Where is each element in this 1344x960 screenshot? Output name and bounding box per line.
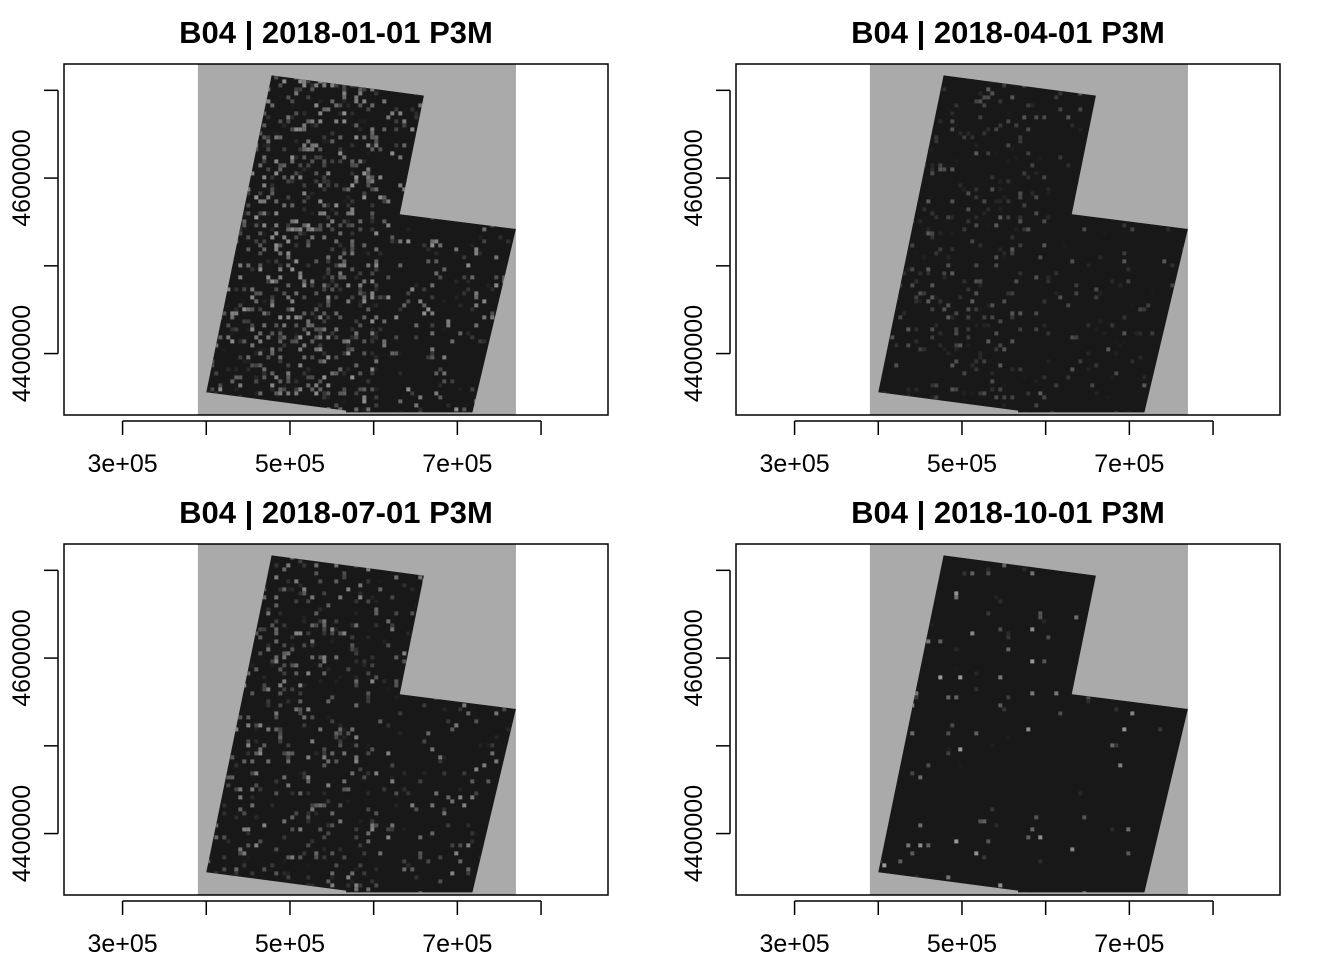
plot-frame (63, 543, 609, 896)
y-tick-label: 4400000 (8, 305, 36, 402)
plot-frame (63, 63, 609, 416)
scene-footprint-east (1018, 208, 1188, 413)
x-tick-label: 7e+05 (1094, 450, 1164, 478)
panel-title: B04 | 2018-01-01 P3M (179, 15, 493, 50)
scene-footprint-east (346, 208, 516, 413)
x-tick-label: 7e+05 (422, 930, 492, 958)
x-tick-label: 5e+05 (927, 450, 997, 478)
x-tick-label: 5e+05 (255, 450, 325, 478)
plot-frame (735, 63, 1281, 416)
plot-frame (735, 543, 1281, 896)
map-panel-1: B04 | 2018-01-01 P3M 3e+05 5e+05 7e+05 44000… (8, 15, 609, 478)
y-tick-label: 4600000 (8, 609, 36, 706)
x-tick-label: 7e+05 (1094, 930, 1164, 958)
x-tick-label: 5e+05 (255, 930, 325, 958)
y-tick-label: 4400000 (680, 305, 708, 402)
x-tick-label: 5e+05 (927, 930, 997, 958)
y-tick-label: 4400000 (680, 785, 708, 882)
scene-footprint-east (1018, 688, 1188, 893)
x-tick-label: 3e+05 (759, 450, 829, 478)
x-tick-label: 7e+05 (422, 450, 492, 478)
y-tick-label: 4600000 (8, 129, 36, 226)
map-panel-3: B04 | 2018-07-01 P3M 3e+05 5e+05 7e+05 44000… (8, 495, 609, 958)
y-tick-label: 4600000 (680, 129, 708, 226)
map-panel-2: B04 | 2018-04-01 P3M 3e+05 5e+05 7e+05 44000… (680, 15, 1281, 478)
map-panel-4: B04 | 2018-10-01 P3M 3e+05 5e+05 7e+05 44000… (680, 495, 1281, 958)
panel-title: B04 | 2018-04-01 P3M (851, 15, 1165, 50)
y-tick-label: 4600000 (680, 609, 708, 706)
panel-title: B04 | 2018-07-01 P3M (179, 495, 493, 530)
x-tick-label: 3e+05 (759, 930, 829, 958)
panel-title: B04 | 2018-10-01 P3M (851, 495, 1165, 530)
x-tick-label: 3e+05 (87, 930, 157, 958)
x-tick-label: 3e+05 (87, 450, 157, 478)
y-tick-label: 4400000 (8, 785, 36, 882)
